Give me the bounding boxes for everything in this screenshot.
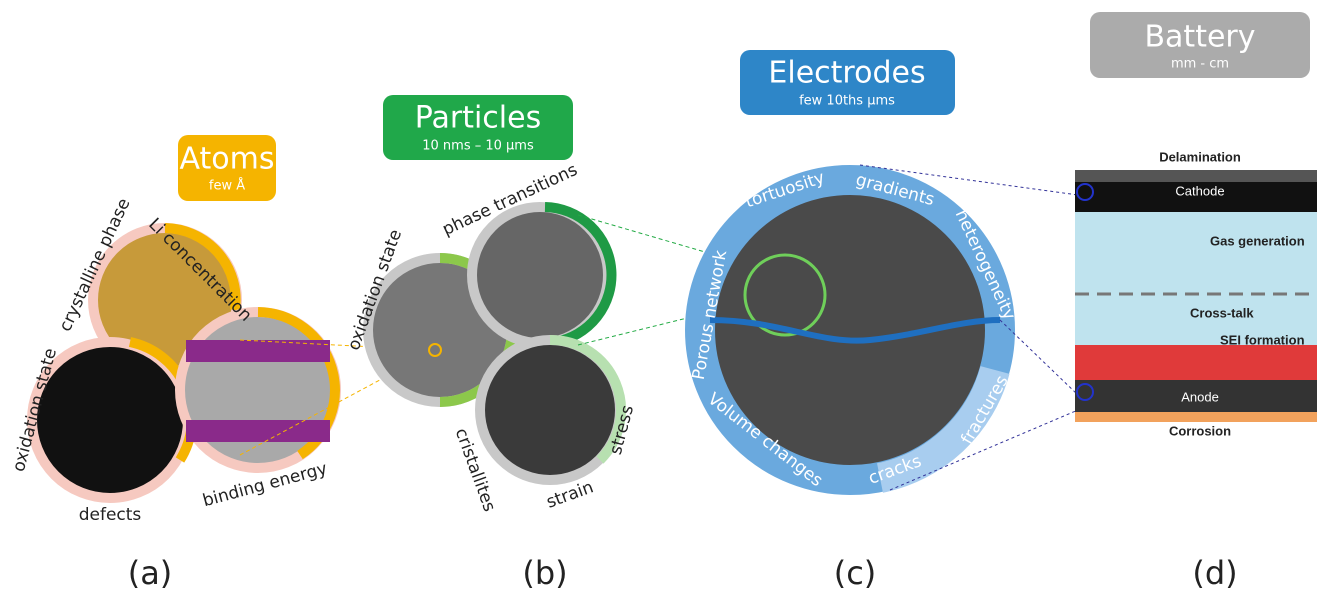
crack-path (709, 317, 1001, 344)
connector (999, 319, 1079, 396)
arc (876, 365, 1010, 493)
zoom-marker (428, 343, 442, 357)
label: SEI formation (1220, 332, 1305, 347)
layer (186, 420, 330, 442)
label: Gas generation (1210, 233, 1305, 248)
label: Cross-talk (1190, 305, 1254, 320)
arc (164, 223, 241, 311)
connector (859, 164, 1079, 196)
panel-particles: Particles 10 nms – 10 μms oxidation stat… (344, 95, 638, 592)
current-collector (1075, 412, 1317, 422)
arc (549, 334, 627, 464)
zoom-marker (743, 253, 827, 337)
header-title: Atoms (180, 142, 275, 177)
marker (1076, 183, 1094, 201)
caption: (b) (522, 554, 567, 592)
sei (1075, 345, 1317, 380)
panel-electrodes: Electrodes few 10ths μms tortuosity grad… (685, 50, 1019, 592)
electrolyte (1075, 212, 1317, 370)
label: Anode (1181, 389, 1219, 404)
header-title: Particles (415, 101, 541, 136)
header-subtitle: 10 nms – 10 μms (422, 139, 534, 154)
header-box (740, 50, 955, 115)
label: defects (79, 505, 142, 525)
anode (1075, 380, 1317, 412)
connector (239, 351, 433, 456)
current-collector (1075, 170, 1317, 182)
panel-atoms: Atoms few Å crystalline phase Li concent… (9, 135, 341, 592)
header-box (383, 95, 573, 160)
connector (889, 409, 1079, 491)
header-subtitle: few 10ths μms (799, 94, 895, 109)
header-title: Electrodes (768, 56, 925, 91)
arc (544, 202, 617, 347)
marker (1076, 383, 1094, 401)
panel-battery: Battery mm - cm Delamination Cathode Gas… (1075, 12, 1317, 592)
header-subtitle: mm - cm (1171, 57, 1229, 72)
label: Cathode (1175, 183, 1224, 198)
label: Corrosion (1169, 423, 1231, 438)
layer (186, 340, 330, 362)
header-box (178, 135, 276, 201)
caption: (a) (128, 554, 173, 592)
cathode (1075, 182, 1317, 212)
header-subtitle: few Å (209, 178, 245, 194)
caption: (c) (834, 554, 877, 592)
label: Delamination (1159, 149, 1241, 164)
header-title: Battery (1144, 20, 1255, 55)
caption: (d) (1192, 554, 1237, 592)
header-box (1090, 12, 1310, 78)
